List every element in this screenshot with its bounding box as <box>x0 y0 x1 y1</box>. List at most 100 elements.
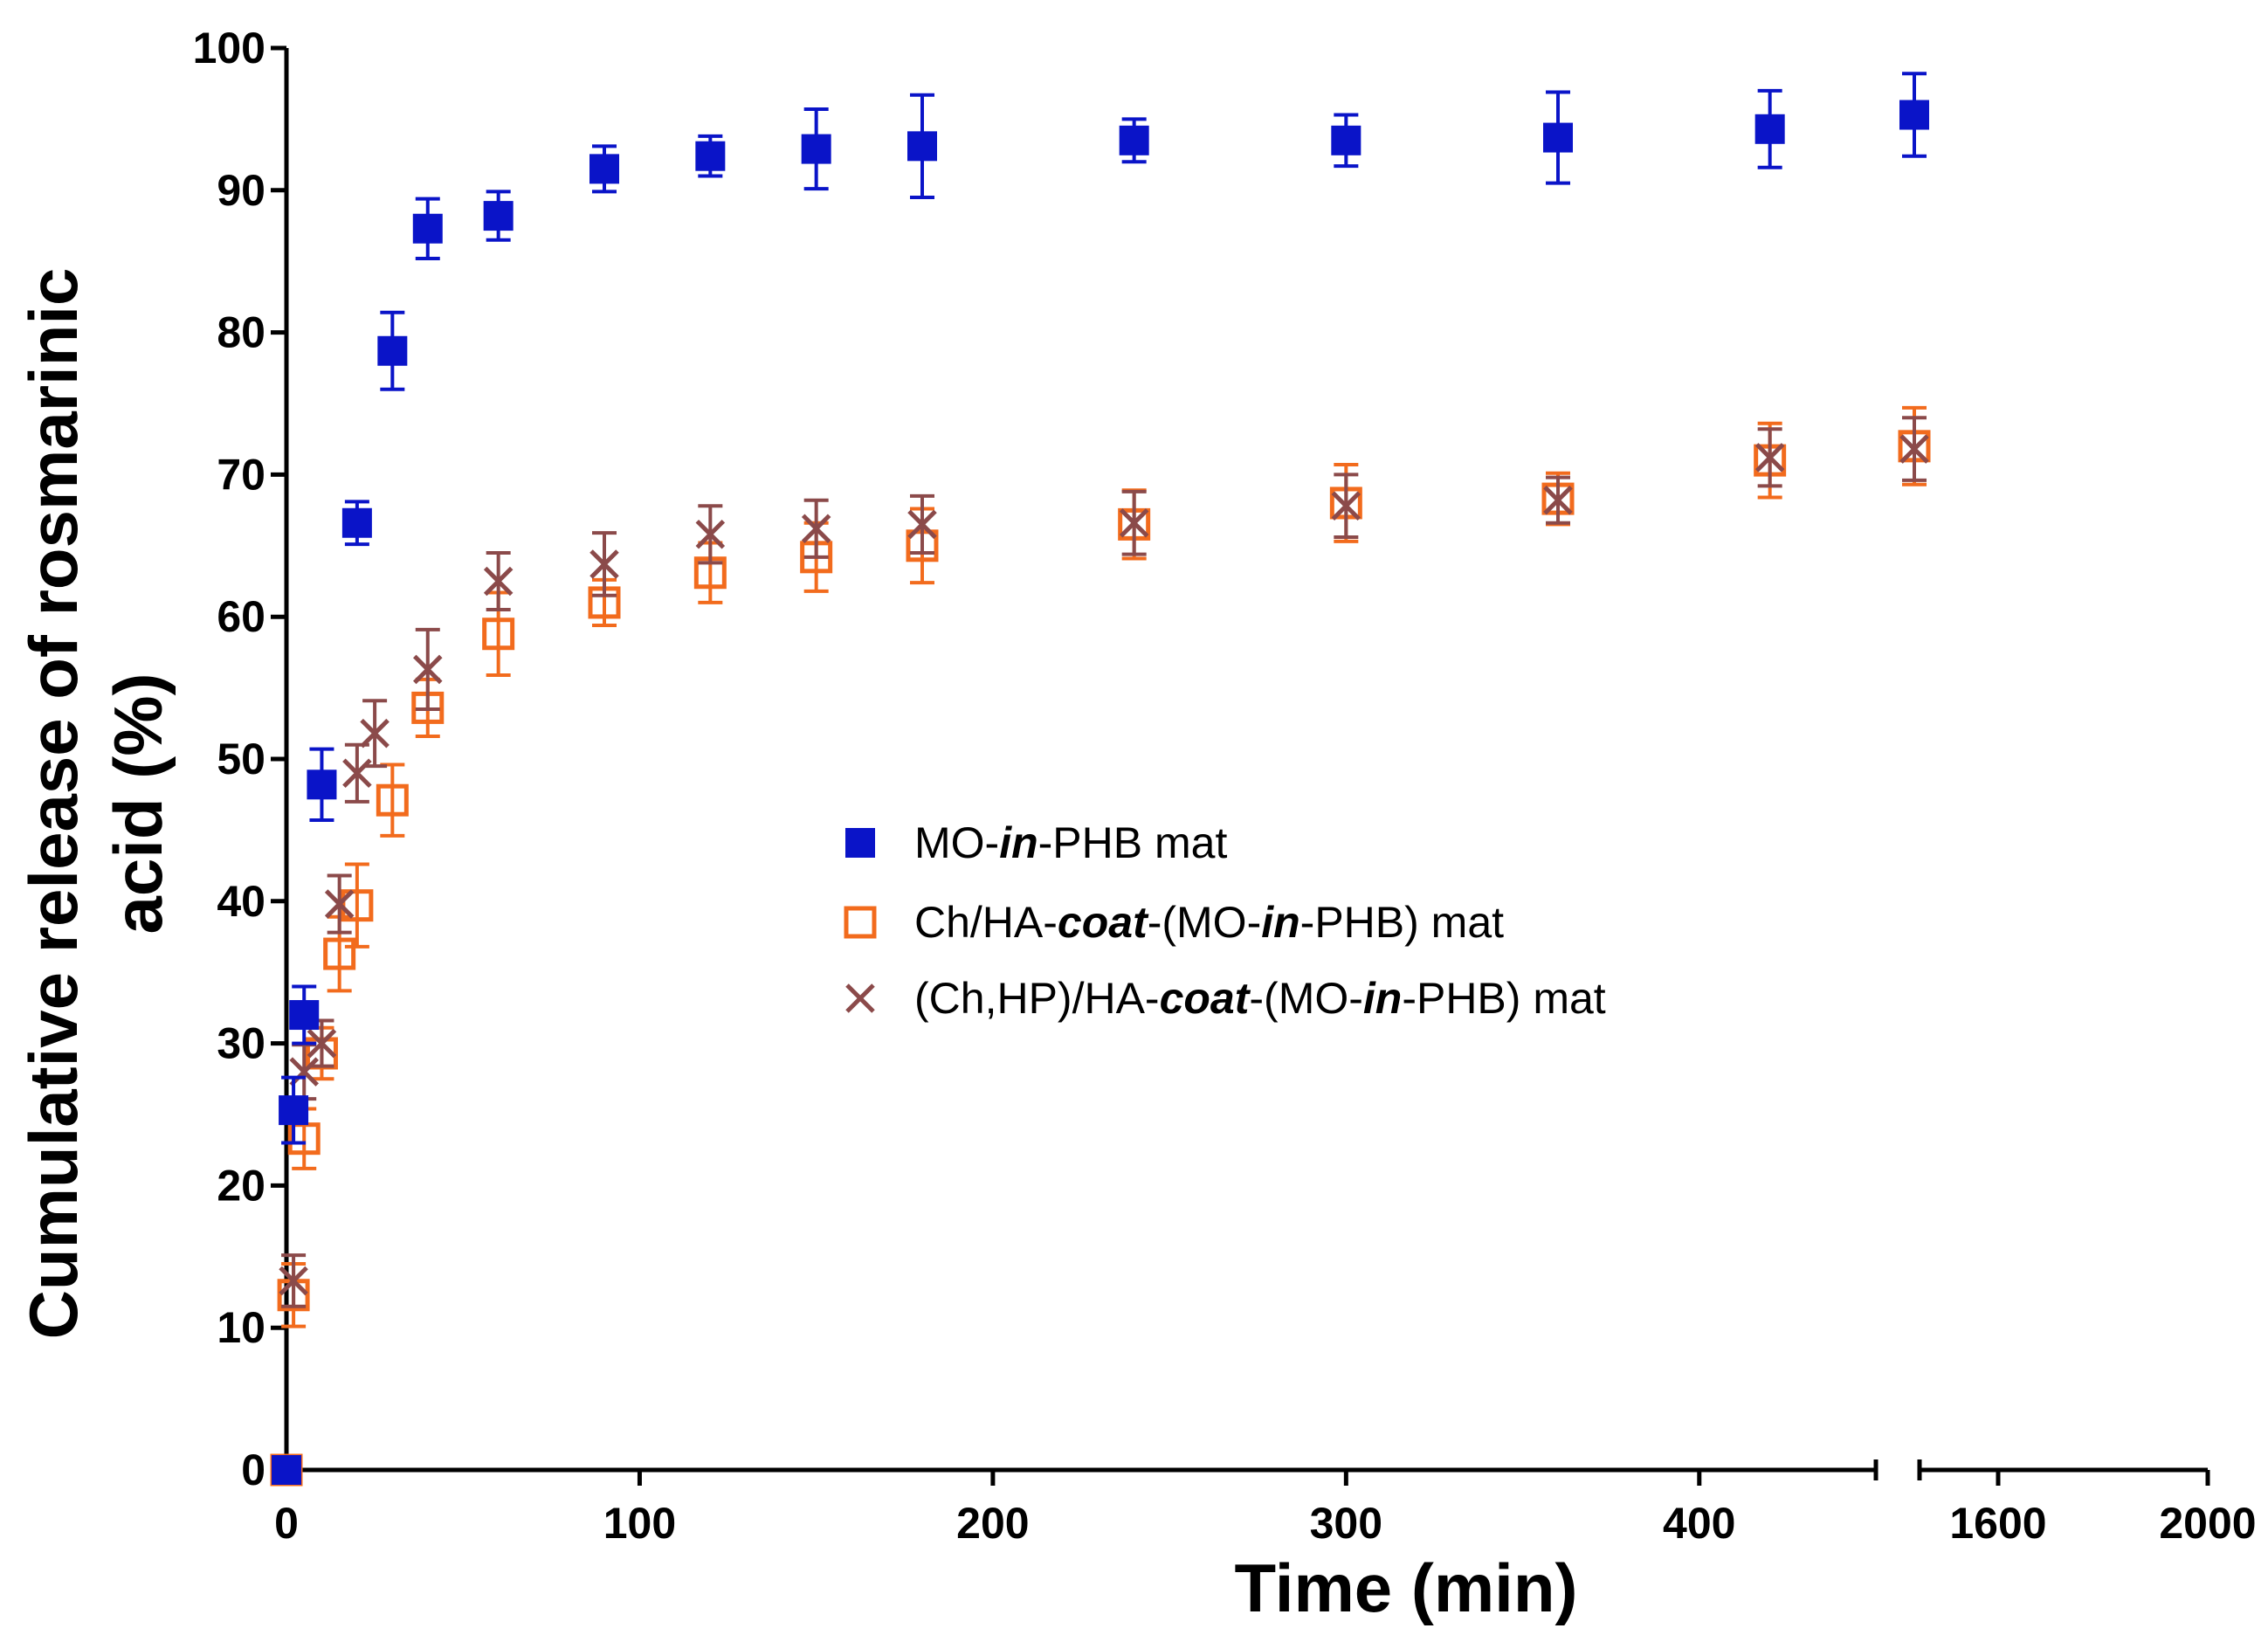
x-marker-stroke <box>1119 507 1149 538</box>
x-tick-label: 200 <box>956 1499 1029 1548</box>
data-point <box>1119 507 1149 538</box>
x-marker-stroke <box>289 1057 319 1087</box>
x-tick-label: 2000 <box>2159 1499 2256 1548</box>
legend-label-part: -PHB) mat <box>1300 898 1504 947</box>
data-point <box>272 1455 301 1485</box>
x-marker-stroke <box>695 520 726 549</box>
data-point <box>324 889 355 919</box>
legend-label-part: MO- <box>914 818 999 867</box>
y-tick-label: 20 <box>217 1161 265 1210</box>
x-marker-stroke <box>845 983 875 1013</box>
data-point <box>289 1057 319 1087</box>
y-tick-label: 50 <box>217 735 265 783</box>
data-point <box>1754 114 1785 144</box>
data-point <box>360 718 389 749</box>
x-marker-stroke <box>279 1266 308 1296</box>
error-bar <box>380 762 405 838</box>
series-3 <box>272 416 1929 1485</box>
data-point <box>695 141 726 171</box>
y-tick-label: 90 <box>217 166 265 215</box>
data-point <box>341 507 372 538</box>
y-tick-label: 40 <box>217 877 265 926</box>
y-axis-title-line-2: acid (%) <box>100 673 176 934</box>
y-tick-label: 60 <box>217 592 265 641</box>
data-point <box>279 1095 309 1126</box>
error-bar <box>344 862 369 949</box>
x-tick-label: 0 <box>274 1499 299 1548</box>
data-point <box>413 654 443 685</box>
y-tick-label: 70 <box>217 450 265 499</box>
legend-label: MO-in-PHB mat <box>914 818 1227 867</box>
data-point <box>801 514 831 544</box>
data-point <box>907 509 937 540</box>
legend-label-part: (Ch,HP)/HA- <box>914 974 1160 1023</box>
data-point <box>589 154 619 184</box>
legend-item-3: (Ch,HP)/HA-coat-(MO-in-PHB) mat <box>845 974 1606 1023</box>
data-point <box>279 1266 308 1296</box>
data-point <box>376 783 409 817</box>
data-point <box>1754 443 1785 473</box>
x-marker-stroke <box>907 509 937 540</box>
legend-item-2: Ch/HA-coat-(MO-in-PHB) mat <box>844 898 1504 947</box>
x-axis-title: Time (min) <box>1235 1549 1578 1626</box>
legend-marker <box>845 983 875 1013</box>
data-point <box>1899 100 1929 130</box>
x-marker-stroke <box>801 514 831 544</box>
y-tick-label: 30 <box>217 1019 265 1068</box>
data-point <box>907 131 937 162</box>
legend-label-part: -(MO- <box>1249 974 1363 1023</box>
axes: 0 10 20 30 40 50 60 70 80 90 100 0 100 200 300 400 1600 2… <box>193 24 2257 1548</box>
data-point <box>1543 122 1573 153</box>
legend-label: (Ch,HP)/HA-coat-(MO-in-PHB) mat <box>914 974 1606 1023</box>
x-marker-stroke <box>307 1028 337 1059</box>
legend-label-part: coat <box>1160 974 1251 1023</box>
legend-label-part: -PHB mat <box>1038 818 1228 867</box>
data-point <box>801 134 831 164</box>
y-tick-label: 0 <box>241 1445 265 1494</box>
x-marker-stroke <box>1754 443 1785 473</box>
legend-marker <box>845 828 875 858</box>
data-point <box>323 937 356 970</box>
legend-marker <box>844 906 877 939</box>
x-tick-label: 100 <box>603 1499 676 1548</box>
data-point <box>307 1028 337 1059</box>
x-marker-stroke <box>1331 491 1361 521</box>
y-tick-label: 80 <box>217 308 265 357</box>
x-tick-label: 400 <box>1663 1499 1735 1548</box>
legend-label-part: in <box>1363 974 1402 1023</box>
x-marker-stroke <box>1899 434 1929 464</box>
data-point <box>1543 485 1573 515</box>
data-point <box>1331 125 1361 155</box>
legend-label-part: coat <box>1058 898 1149 947</box>
x-marker-stroke <box>483 566 514 597</box>
legend-label-part: -(MO- <box>1148 898 1262 947</box>
data-point <box>483 566 514 597</box>
data-point <box>289 1000 320 1031</box>
data-point <box>1119 125 1149 155</box>
plot-area <box>270 72 1931 1487</box>
data-point <box>307 769 337 800</box>
legend-label: Ch/HA-coat-(MO-in-PHB) mat <box>914 898 1504 947</box>
x-tick-label: 300 <box>1310 1499 1382 1548</box>
legend-label-part: Ch/HA- <box>914 898 1058 947</box>
x-marker-stroke <box>413 654 443 685</box>
x-marker-stroke <box>360 718 389 749</box>
y-axis-title-line-1: Cumulative release of rosmarinic <box>15 268 92 1340</box>
data-point <box>695 520 726 549</box>
x-tick-label: 1600 <box>1949 1499 2046 1548</box>
x-marker-stroke <box>324 889 355 919</box>
data-point <box>1331 491 1361 521</box>
legend-label-part: in <box>999 818 1037 867</box>
x-marker-stroke <box>589 549 619 579</box>
legend-item-1: MO-in-PHB mat <box>845 818 1227 867</box>
data-point <box>483 201 514 231</box>
y-tick-label: 100 <box>193 24 265 72</box>
legend-label-part: -PHB) mat <box>1402 974 1605 1023</box>
series-1 <box>272 72 1929 1485</box>
data-point <box>377 335 408 366</box>
y-tick-label: 10 <box>217 1303 265 1352</box>
legend-label-part: in <box>1261 898 1299 947</box>
data-point <box>482 618 515 651</box>
